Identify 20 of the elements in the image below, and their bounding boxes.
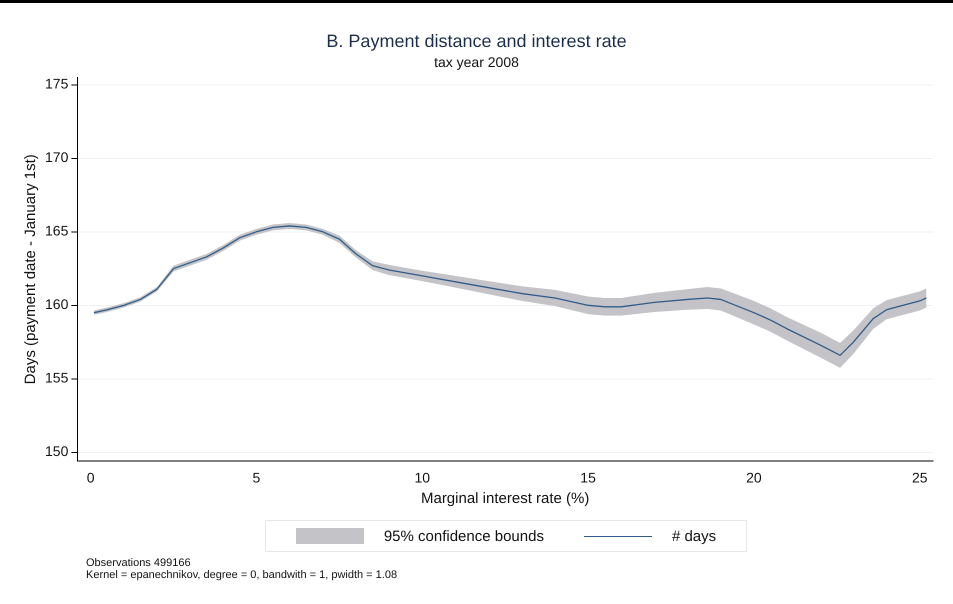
x-tick-label: 5 (252, 469, 261, 486)
x-axis-title: Marginal interest rate (%) (420, 490, 590, 508)
x-tick-label: 20 (746, 469, 762, 486)
y-tick-label: 155 (45, 370, 69, 386)
text: Kernel = epanechnikov, degree = 0, bandwith = 1, pwidth = 1.08 (86, 569, 398, 581)
legend-label: # days (672, 528, 716, 544)
y-tick-label: 175 (45, 76, 69, 92)
text: Observations 499166 (86, 557, 192, 569)
text: 95% confidence bounds (384, 528, 544, 544)
chart-subtitle: tax year 2008 (434, 54, 520, 70)
y-axis-title: Days (payment date - January 1st) (22, 154, 40, 384)
chart-title: B. Payment distance and interest rate (326, 30, 627, 51)
y-tick-label: 165 (45, 222, 69, 239)
y-tick-label: 160 (45, 296, 69, 312)
y-tick-label: 150 (45, 443, 69, 460)
y-tick-label: 170 (45, 149, 69, 166)
x-tick-label: 25 (912, 469, 928, 486)
x-tick-label: 0 (86, 469, 95, 486)
x-tick-label: 10 (414, 469, 430, 486)
x-tick-label: 15 (580, 469, 596, 486)
